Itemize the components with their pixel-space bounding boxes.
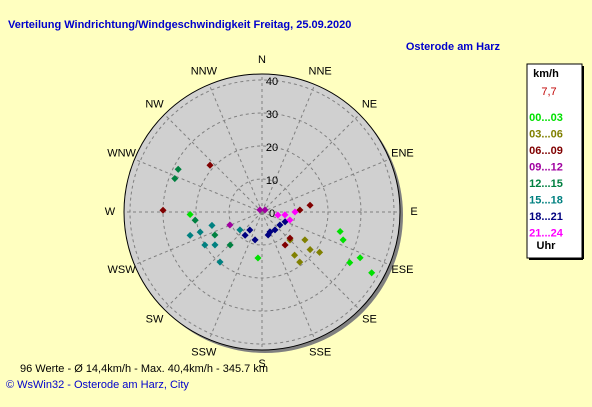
direction-label: S (258, 358, 265, 370)
spoke (164, 114, 263, 213)
direction-label: E (410, 206, 417, 218)
spoke (261, 84, 316, 213)
point (211, 241, 219, 249)
point (196, 228, 204, 236)
legend-entry: 09...12 (529, 161, 563, 173)
direction-label: NE (362, 98, 377, 110)
direction-label: WSW (108, 264, 137, 276)
direction-label: SSE (309, 346, 331, 358)
legend-entry: 15...18 (529, 194, 563, 206)
direction-label: SW (146, 313, 164, 325)
point (286, 234, 294, 242)
direction-label: W (105, 206, 116, 218)
point (296, 258, 304, 266)
spoke (261, 211, 316, 340)
point (226, 221, 234, 229)
legend-current: 7,7 (541, 86, 556, 98)
point (368, 269, 376, 277)
grid-ring (129, 79, 395, 345)
legend-entry: 03...06 (529, 128, 563, 140)
point (211, 231, 219, 239)
chart-subtitle: Osterode am Harz (406, 41, 501, 53)
direction-label: N (258, 54, 266, 66)
credit: © WsWin32 - Osterode am Harz, City (6, 379, 189, 391)
direction-label: ESE (391, 264, 413, 276)
point (159, 206, 167, 214)
direction-label: SE (362, 313, 377, 325)
spoke (261, 211, 390, 266)
point (306, 201, 314, 209)
point (251, 236, 259, 244)
legend-unit: km/h (533, 68, 559, 80)
spoke (164, 211, 263, 310)
chart-title: Verteilung Windrichtung/Windgeschwindigk… (8, 19, 351, 31)
point (274, 211, 282, 219)
spoke (208, 211, 263, 340)
r-tick-label: 30 (266, 109, 278, 121)
point (306, 246, 314, 254)
point (206, 161, 214, 169)
legend-entry: 12...15 (529, 178, 563, 190)
legend-entry: 21...24 (529, 227, 564, 239)
legend-entry: 00...03 (529, 112, 563, 124)
spoke (261, 158, 390, 213)
point (261, 206, 269, 214)
direction-label: NNE (309, 65, 332, 77)
point (271, 226, 279, 234)
r-tick-label: 10 (266, 175, 278, 187)
legend-footer: Uhr (537, 240, 557, 252)
point (216, 258, 224, 266)
point (241, 231, 249, 239)
r-tick-label: 0 (269, 208, 275, 220)
point (339, 236, 347, 244)
spoke (261, 114, 360, 213)
point (316, 248, 324, 256)
point (226, 241, 234, 249)
spoke (134, 158, 263, 213)
point (356, 254, 364, 262)
legend-entry: 18...21 (529, 211, 563, 223)
point (276, 221, 284, 229)
point (291, 251, 299, 259)
spoke (261, 211, 360, 310)
point (174, 165, 182, 173)
grid-ring (195, 145, 329, 279)
point (281, 211, 289, 219)
grid-ring (162, 112, 362, 312)
direction-label: SSW (191, 346, 217, 358)
spoke (208, 84, 263, 213)
point (256, 206, 264, 214)
point (301, 236, 309, 244)
point (236, 226, 244, 234)
legend-box (526, 63, 583, 259)
point (186, 231, 194, 239)
point (208, 221, 216, 229)
point (186, 210, 194, 219)
point (191, 216, 199, 224)
spoke (134, 211, 263, 266)
point (291, 208, 299, 216)
direction-label: WNW (107, 148, 136, 160)
point (346, 259, 354, 267)
point (171, 174, 179, 183)
point (264, 231, 272, 239)
point (336, 227, 344, 236)
r-tick-label: 40 (266, 76, 278, 88)
r-tick-label: 20 (266, 142, 278, 154)
point (281, 241, 289, 249)
point (246, 226, 254, 234)
footer: 96 Werte - Ø 14,4km/h - Max. 40,4km/h - … (20, 363, 268, 375)
direction-label: NW (145, 98, 164, 110)
direction-label: ENE (391, 148, 414, 160)
legend-entry: 06...09 (529, 145, 563, 157)
direction-label: NNW (191, 65, 218, 77)
point (286, 216, 294, 224)
point (201, 241, 209, 249)
